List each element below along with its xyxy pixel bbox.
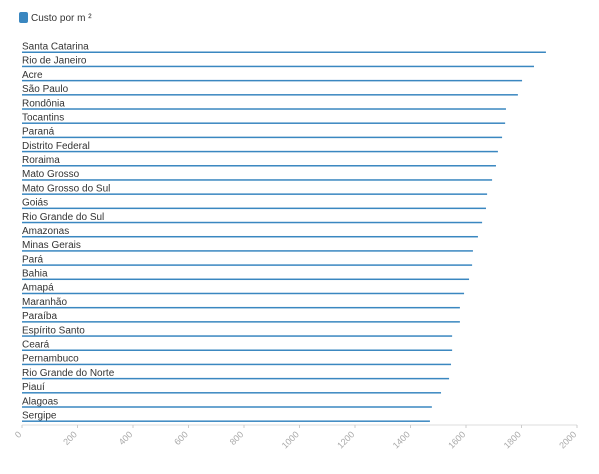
category-label: São Paulo <box>22 84 69 95</box>
category-label: Alagoas <box>22 396 58 407</box>
x-tick-label: 400 <box>117 429 135 447</box>
bar <box>22 207 486 210</box>
bar <box>22 51 546 53</box>
bar <box>22 335 453 337</box>
x-tick-label: 1800 <box>502 429 523 450</box>
bar <box>22 136 503 139</box>
bar <box>22 150 498 153</box>
category-label: Mato Grosso do Sul <box>22 183 110 194</box>
category-label: Distrito Federal <box>22 141 90 152</box>
category-label: Sergipe <box>22 410 57 421</box>
x-tick-label: 1600 <box>446 429 467 450</box>
category-label: Amazonas <box>22 226 69 237</box>
bar <box>22 235 478 238</box>
bar <box>22 94 518 96</box>
x-tick-label: 1400 <box>391 429 412 450</box>
bar <box>22 406 432 408</box>
x-tick-label: 200 <box>61 429 79 447</box>
x-tick-label: 800 <box>228 429 246 447</box>
bar <box>22 292 465 295</box>
category-label: Rio Grande do Sul <box>22 212 104 223</box>
bar <box>22 179 493 181</box>
category-label: Amapá <box>22 283 54 294</box>
bar <box>22 108 506 110</box>
legend-label: Custo por m ² <box>31 13 92 24</box>
bar <box>22 420 430 422</box>
x-tick-label: 2000 <box>557 429 578 450</box>
bar <box>22 363 452 366</box>
category-label: Rio Grande do Norte <box>22 368 115 379</box>
category-label: Minas Gerais <box>22 240 81 251</box>
bar <box>22 321 460 323</box>
category-label: Roraima <box>22 155 60 166</box>
legend-swatch <box>19 12 28 23</box>
bar <box>22 349 453 351</box>
x-tick-label: 1000 <box>280 429 301 450</box>
bar <box>22 278 470 281</box>
category-label: Pará <box>22 254 44 265</box>
bar <box>22 392 442 394</box>
category-label: Tocantins <box>22 112 64 123</box>
category-label: Paraíba <box>22 311 57 322</box>
category-label: Pernambuco <box>22 354 79 365</box>
category-label: Santa Catarina <box>22 42 89 53</box>
bar <box>22 122 506 124</box>
category-label: Rondônia <box>22 98 65 109</box>
bar <box>22 377 450 380</box>
bar <box>22 193 488 195</box>
x-tick-label: 0 <box>13 429 24 440</box>
x-tick-label: 600 <box>172 429 190 447</box>
bar <box>22 264 473 266</box>
category-label: Paraná <box>22 127 55 138</box>
category-label: Goiás <box>22 198 48 209</box>
bar <box>22 306 460 309</box>
bar <box>22 250 473 252</box>
category-label: Piauí <box>22 382 45 393</box>
category-label: Mato Grosso <box>22 169 80 180</box>
bar <box>22 79 523 82</box>
bar <box>22 165 496 167</box>
category-label: Bahia <box>22 269 48 280</box>
bar <box>22 221 483 224</box>
category-label: Maranhão <box>22 297 67 308</box>
category-label: Rio de Janeiro <box>22 56 87 67</box>
bar <box>22 65 534 68</box>
x-tick-label: 1200 <box>335 429 356 450</box>
category-label: Acre <box>22 70 43 81</box>
category-label: Ceará <box>22 339 50 350</box>
category-label: Espírito Santo <box>22 325 85 336</box>
